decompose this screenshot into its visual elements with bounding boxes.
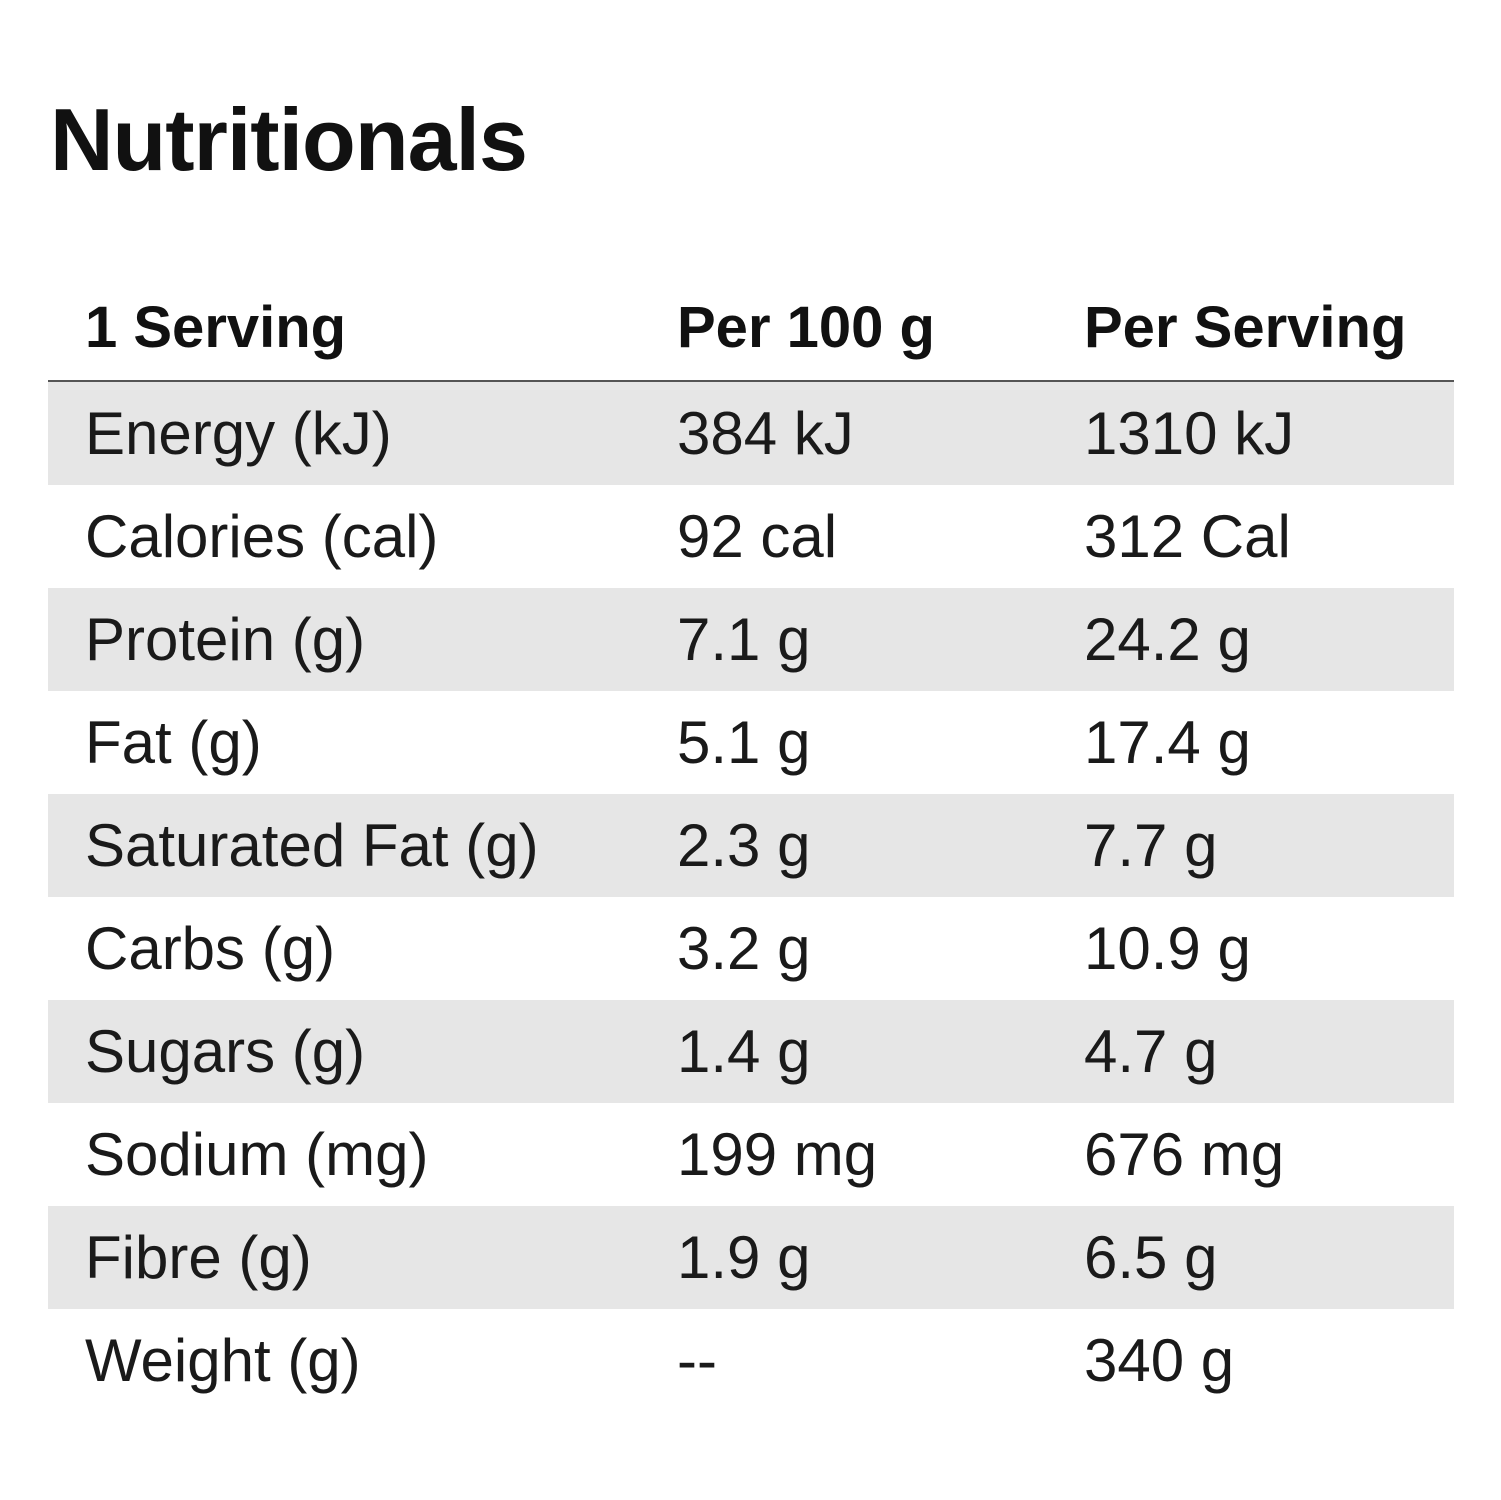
row-label: Fat (g)	[85, 708, 262, 776]
row-per-serving: 676 mg	[1084, 1120, 1285, 1188]
row-per-serving: 17.4 g	[1084, 708, 1251, 776]
table-row-saturated-fat: Saturated Fat (g) 2.3 g 7.7 g	[48, 794, 1454, 897]
row-per-100g: 2.3 g	[677, 811, 811, 879]
row-label: Carbs (g)	[85, 914, 336, 982]
row-label: Sodium (mg)	[85, 1120, 429, 1188]
table-row-energy: Energy (kJ) 384 kJ 1310 kJ	[48, 382, 1454, 485]
row-per-100g: 1.4 g	[677, 1017, 811, 1085]
table-row-carbs: Carbs (g) 3.2 g 10.9 g	[48, 897, 1454, 1000]
table-header-row: 1 Serving Per 100 g Per Serving	[48, 276, 1454, 382]
row-per-100g: 7.1 g	[677, 605, 811, 673]
row-per-100g: 5.1 g	[677, 708, 811, 776]
row-label: Saturated Fat (g)	[85, 811, 539, 879]
row-per-100g: 3.2 g	[677, 914, 811, 982]
table-row-sodium: Sodium (mg) 199 mg 676 mg	[48, 1103, 1454, 1206]
row-per-serving: 7.7 g	[1084, 811, 1218, 879]
header-serving: 1 Serving	[85, 295, 347, 360]
row-label: Sugars (g)	[85, 1017, 366, 1085]
row-per-serving: 10.9 g	[1084, 914, 1251, 982]
row-label: Weight (g)	[85, 1326, 361, 1394]
row-label: Calories (cal)	[85, 502, 439, 570]
table-row-calories: Calories (cal) 92 cal 312 Cal	[48, 485, 1454, 588]
row-per-serving: 6.5 g	[1084, 1223, 1218, 1291]
row-per-100g: 199 mg	[677, 1120, 878, 1188]
table-row-fibre: Fibre (g) 1.9 g 6.5 g	[48, 1206, 1454, 1309]
row-label: Protein (g)	[85, 605, 366, 673]
row-per-100g: 1.9 g	[677, 1223, 811, 1291]
row-per-100g: --	[677, 1326, 717, 1394]
row-per-serving: 24.2 g	[1084, 605, 1251, 673]
header-per-serving: Per Serving	[1084, 295, 1407, 360]
row-per-serving: 4.7 g	[1084, 1017, 1218, 1085]
row-label: Energy (kJ)	[85, 399, 392, 467]
table-row-weight: Weight (g) -- 340 g	[48, 1309, 1454, 1412]
nutrition-table: 1 Serving Per 100 g Per Serving Energy (…	[48, 276, 1454, 1412]
table-row-fat: Fat (g) 5.1 g 17.4 g	[48, 691, 1454, 794]
row-per-serving: 340 g	[1084, 1326, 1235, 1394]
row-per-100g: 92 cal	[677, 502, 838, 570]
header-per-100g: Per 100 g	[677, 295, 935, 360]
row-per-100g: 384 kJ	[677, 399, 854, 467]
row-per-serving: 1310 kJ	[1084, 399, 1295, 467]
table-row-sugars: Sugars (g) 1.4 g 4.7 g	[48, 1000, 1454, 1103]
row-per-serving: 312 Cal	[1084, 502, 1291, 570]
page-title: Nutritionals	[50, 90, 528, 189]
row-label: Fibre (g)	[85, 1223, 312, 1291]
table-row-protein: Protein (g) 7.1 g 24.2 g	[48, 588, 1454, 691]
